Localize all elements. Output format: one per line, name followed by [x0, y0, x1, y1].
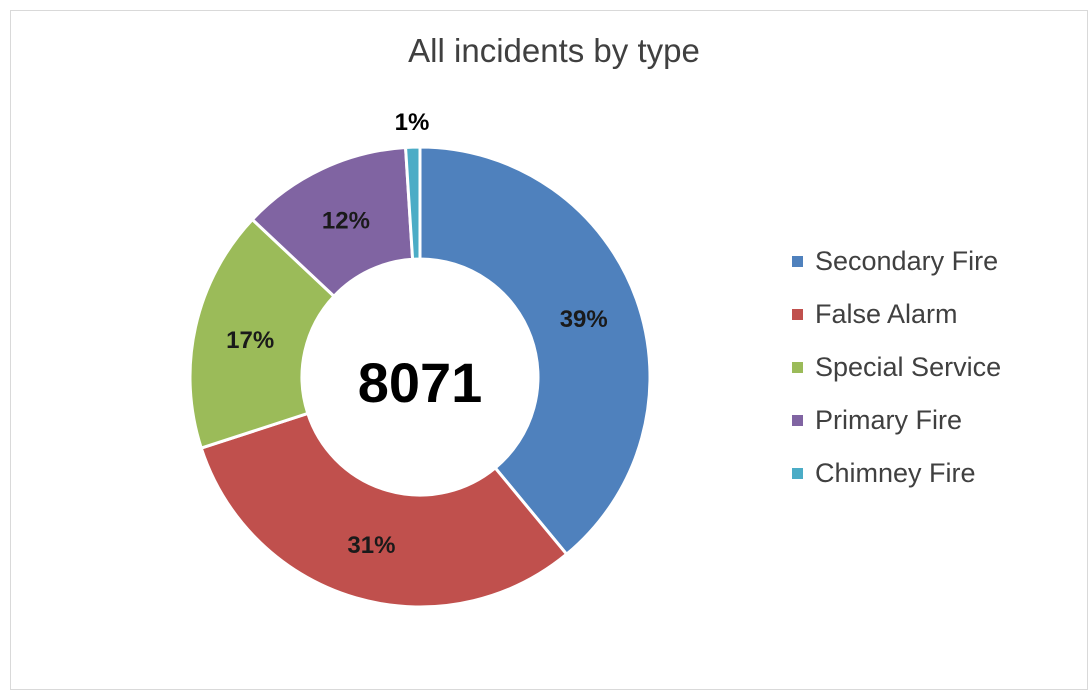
legend-label: Special Service: [815, 352, 1002, 382]
legend-item-chimney-fire: Chimney Fire: [792, 447, 1001, 500]
legend-label: False Alarm: [815, 299, 958, 329]
data-label-primary-fire: 12%: [322, 208, 370, 235]
legend-label: Secondary Fire: [815, 246, 999, 276]
data-label-chimney-fire: 1%: [395, 109, 430, 136]
legend-item-false-alarm: False Alarm: [792, 288, 1001, 341]
legend-label: Primary Fire: [815, 405, 962, 435]
legend-swatch: [792, 415, 803, 426]
donut-chart: 39% 31% 17% 12% 1% 8071: [188, 109, 652, 609]
legend-item-secondary-fire: Secondary Fire: [792, 235, 1001, 288]
donut-slice-chimney-fire: [403, 145, 422, 261]
donut-slice-special-service: [188, 217, 337, 450]
legend-item-primary-fire: Primary Fire: [792, 394, 1001, 447]
chart-title: All incidents by type: [408, 32, 700, 69]
donut-slice-false-alarm: [199, 411, 569, 609]
data-label-special-service: 17%: [226, 327, 274, 354]
legend-label: Chimney Fire: [815, 458, 976, 488]
legend: Secondary Fire False Alarm Special Service…: [792, 235, 1001, 500]
data-label-secondary-fire: 39%: [560, 306, 608, 333]
data-label-false-alarm: 31%: [347, 532, 395, 559]
center-total: 8071: [358, 351, 483, 414]
donut-slice-secondary-fire: [418, 145, 652, 557]
legend-swatch: [792, 468, 803, 479]
legend-swatch: [792, 256, 803, 267]
legend-item-special-service: Special Service: [792, 341, 1001, 394]
legend-swatch: [792, 309, 803, 320]
legend-swatch: [792, 362, 803, 373]
